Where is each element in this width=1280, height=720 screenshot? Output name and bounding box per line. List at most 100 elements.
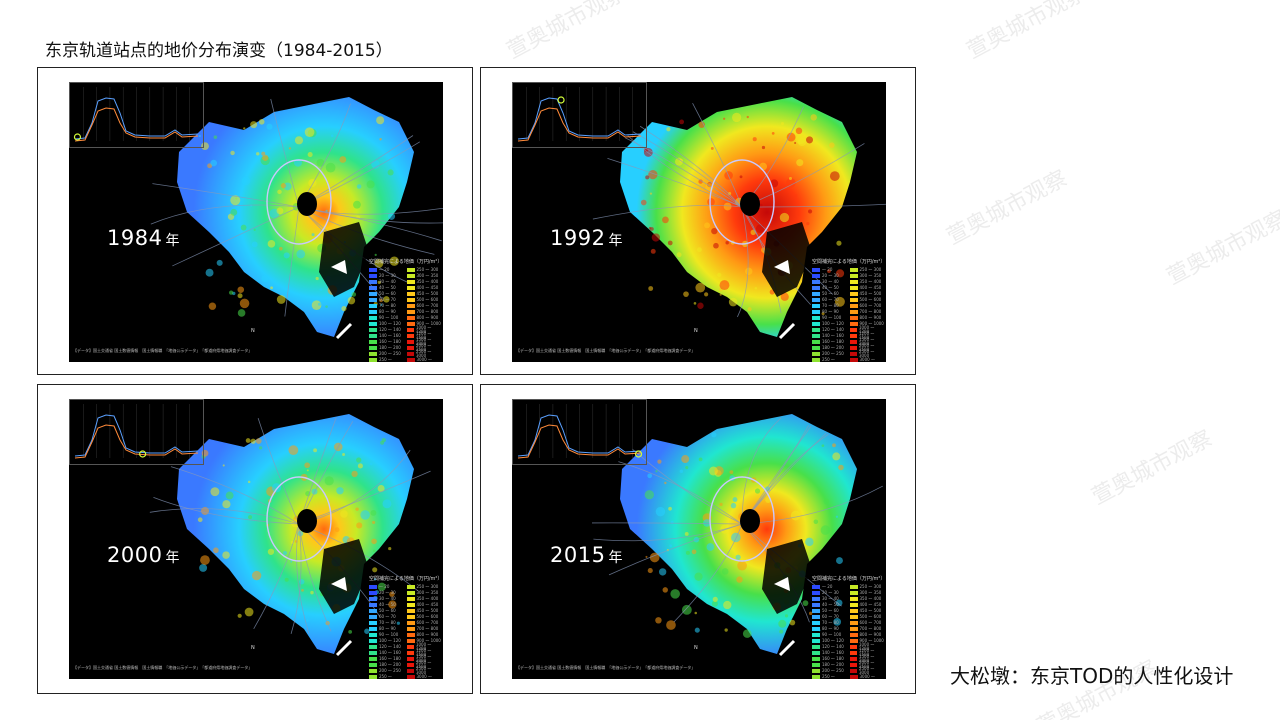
legend-title: 空間補完による地価（万円/m²） bbox=[812, 259, 886, 265]
legend-row: 2500 ～ 3000 bbox=[849, 349, 885, 357]
legend-label: 2000 ～ 2500 bbox=[415, 659, 432, 669]
price-hotspot bbox=[210, 487, 220, 497]
legend-label: 250 ～ bbox=[822, 356, 835, 362]
legend-row: 160 ～ 180 bbox=[812, 656, 847, 661]
price-hotspot bbox=[356, 522, 363, 529]
price-hotspot bbox=[827, 269, 831, 274]
rail-line bbox=[737, 206, 749, 318]
legend-swatch bbox=[849, 345, 857, 350]
legend-label: 250 ～ bbox=[379, 673, 392, 679]
source-note: 【データ】国土交通省 国土数値情報 国土情報職 「地価公示データ」 「都道府県地… bbox=[73, 348, 253, 353]
legend-swatch bbox=[849, 662, 857, 667]
legend-swatch bbox=[369, 279, 377, 284]
imperial-palace bbox=[740, 192, 760, 216]
legend-label: 250 ～ bbox=[379, 356, 392, 362]
legend-swatch bbox=[406, 309, 415, 314]
price-hotspot bbox=[679, 119, 685, 125]
legend-swatch bbox=[406, 291, 415, 296]
legend-swatch bbox=[849, 656, 857, 661]
tokyo-bay-area bbox=[762, 222, 812, 297]
legend-label: 140 ～ 160 bbox=[379, 332, 401, 338]
price-hotspot bbox=[277, 189, 282, 195]
price-hotspot bbox=[366, 180, 375, 189]
price-hotspot bbox=[836, 240, 842, 246]
legend-row: 80 ～ 90 bbox=[812, 309, 847, 314]
heatmap-graphic bbox=[592, 97, 886, 340]
legend-swatch bbox=[849, 303, 858, 308]
legend-swatch bbox=[369, 351, 377, 356]
price-hotspot bbox=[835, 515, 839, 518]
legend-swatch bbox=[369, 656, 377, 661]
price-hotspot bbox=[379, 298, 383, 303]
price-hotspot bbox=[657, 459, 662, 464]
legend-swatch bbox=[849, 650, 857, 655]
rail-line bbox=[625, 137, 743, 208]
legend-row: 70 ～ 80 bbox=[369, 620, 404, 625]
price-hotspot bbox=[396, 621, 400, 625]
legend-label: 1000 ～ 1200 bbox=[858, 324, 875, 334]
legend-row: 70 ～ 80 bbox=[812, 620, 847, 625]
price-hotspot bbox=[387, 212, 396, 220]
pier-marker bbox=[335, 322, 353, 340]
price-hotspot bbox=[806, 221, 810, 226]
year-label: 1992 年 bbox=[550, 226, 623, 250]
legend-label: 800 ～ 900 bbox=[859, 631, 882, 637]
legend-swatch bbox=[369, 608, 377, 613]
price-hotspot bbox=[805, 537, 814, 547]
watermark: 萱奥城市观察 bbox=[503, 0, 632, 65]
rail-line bbox=[153, 497, 300, 525]
price-hotspot bbox=[282, 550, 288, 556]
yamanote-loop bbox=[266, 159, 332, 245]
source-note: 【データ】国土交通省 国土数値情報 国土情報職 「地価公示データ」 「都道府県地… bbox=[516, 348, 696, 353]
legend-row: 400 ～ 450 bbox=[849, 602, 885, 607]
legend-row: 30 ～ 40 bbox=[812, 596, 847, 601]
legend-row: 160 ～ 180 bbox=[812, 339, 847, 344]
price-hotspot bbox=[737, 560, 747, 571]
price-hotspot bbox=[310, 590, 314, 595]
page-title: 东京轨道站点的地价分布演变（1984-2015） bbox=[45, 41, 393, 61]
price-hotspot bbox=[383, 296, 390, 303]
legend-swatch bbox=[406, 584, 415, 589]
price-hotspot bbox=[834, 296, 845, 307]
legend-swatch bbox=[369, 297, 377, 302]
legend-swatch bbox=[369, 584, 377, 589]
price-hotspot bbox=[210, 159, 218, 167]
legend-row: 2500 ～ 3000 bbox=[406, 349, 442, 357]
legend-row: 200 ～ 250 bbox=[812, 668, 847, 673]
price-hotspot bbox=[336, 487, 344, 495]
price-hotspot bbox=[713, 242, 719, 249]
legend-swatch bbox=[849, 620, 858, 625]
legend-swatch bbox=[369, 321, 377, 326]
legend-swatch bbox=[406, 602, 415, 607]
map-panel-1984: 1984 年 空間補完による地価（万円/m²） ～ 20 250 ～ 300 20 ～… bbox=[37, 67, 473, 375]
direction-arrow bbox=[774, 577, 790, 591]
price-hotspot bbox=[732, 497, 738, 502]
legend-row: 2000 ～ 2500 bbox=[406, 659, 442, 669]
legend-label: ～ 20 bbox=[822, 266, 833, 272]
legend-label: 40 ～ 50 bbox=[822, 284, 839, 290]
legend-row: 1000 ～ 1200 bbox=[406, 325, 442, 333]
price-hotspot bbox=[324, 476, 334, 486]
price-hotspot bbox=[704, 292, 709, 297]
price-hotspot bbox=[351, 292, 357, 297]
imperial-palace bbox=[740, 509, 760, 533]
imperial-palace bbox=[297, 509, 317, 533]
price-hotspot bbox=[371, 538, 377, 545]
legend-label: 450 ～ 500 bbox=[859, 290, 882, 296]
legend-label: 3000 ～ bbox=[416, 356, 432, 362]
legend-swatch bbox=[406, 590, 415, 595]
legend-label: 90 ～ 100 bbox=[379, 314, 399, 320]
price-hotspot bbox=[370, 509, 377, 516]
legend-swatch bbox=[812, 321, 820, 326]
price-hotspot bbox=[369, 462, 373, 466]
legend-label: 180 ～ 200 bbox=[822, 344, 844, 350]
price-hotspot bbox=[311, 233, 315, 237]
legend-row: 40 ～ 50 bbox=[369, 602, 404, 607]
price-hotspot bbox=[739, 175, 743, 179]
legend-label: 1000 ～ 1200 bbox=[858, 641, 875, 651]
legend-swatch bbox=[812, 668, 820, 673]
price-hotspot bbox=[795, 127, 803, 135]
price-hotspot bbox=[667, 240, 673, 246]
price-hotspot bbox=[389, 256, 400, 266]
